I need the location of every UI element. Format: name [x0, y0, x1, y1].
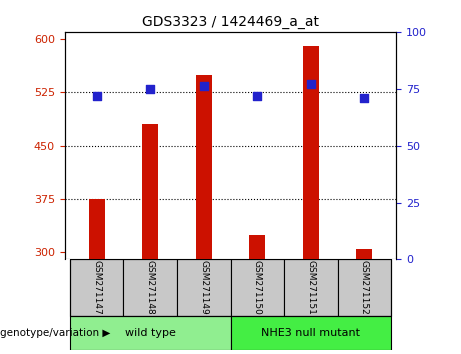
Bar — [303, 46, 319, 259]
Text: wild type: wild type — [125, 328, 176, 338]
Point — [254, 93, 261, 98]
Text: GSM271152: GSM271152 — [360, 260, 369, 315]
Bar — [284, 259, 337, 316]
Bar — [196, 75, 212, 259]
Bar — [249, 235, 265, 259]
Point — [200, 84, 207, 89]
Text: GSM271149: GSM271149 — [199, 260, 208, 315]
Text: GSM271151: GSM271151 — [306, 260, 315, 315]
Bar — [230, 259, 284, 316]
Bar — [89, 199, 105, 259]
Text: GSM271147: GSM271147 — [92, 260, 101, 315]
Bar — [177, 259, 230, 316]
Bar — [70, 259, 391, 316]
Bar — [337, 259, 391, 316]
Text: genotype/variation ▶: genotype/variation ▶ — [0, 328, 110, 338]
Point — [361, 95, 368, 101]
Bar — [70, 259, 124, 316]
Bar — [356, 249, 372, 259]
Text: GSM271148: GSM271148 — [146, 260, 155, 315]
Bar — [230, 316, 391, 350]
Text: NHE3 null mutant: NHE3 null mutant — [261, 328, 361, 338]
Bar — [142, 124, 158, 259]
Point — [307, 81, 314, 87]
Point — [147, 86, 154, 92]
Title: GDS3323 / 1424469_a_at: GDS3323 / 1424469_a_at — [142, 16, 319, 29]
Text: GSM271150: GSM271150 — [253, 260, 262, 315]
Bar — [70, 316, 230, 350]
Bar — [124, 259, 177, 316]
Point — [93, 93, 100, 98]
